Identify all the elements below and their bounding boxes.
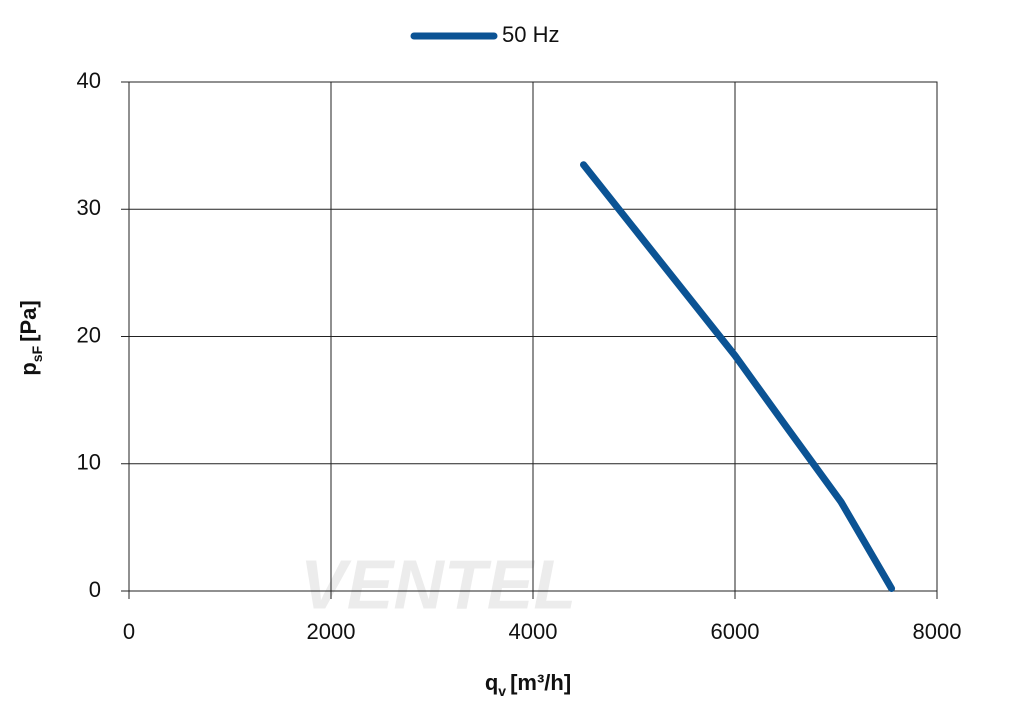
y-tick-label: 10 [77,450,101,475]
x-tick-label: 6000 [711,619,760,644]
x-tick-label: 8000 [913,619,962,644]
y-axis-title-unit: [Pa] [16,300,41,342]
series-line [580,161,896,592]
x-axis-title: qv [m³/h] [485,670,571,699]
y-tick-label: 20 [77,322,101,347]
y-tick-label: 0 [89,577,101,602]
legend-label: 50 Hz [502,22,559,47]
y-axis-title: psF [Pa] [16,300,45,375]
x-tick-label: 0 [123,619,135,644]
x-axis-title-main: q [485,670,498,695]
y-axis-title-sub: sF [29,345,45,362]
watermark: VENTEL [300,545,576,623]
x-tick-label: 4000 [509,619,558,644]
y-axis-title-main: p [16,362,41,375]
x-axis-title-unit: [m³/h] [510,670,571,695]
y-tick-label: 30 [77,195,101,220]
x-tick-label: 2000 [307,619,356,644]
x-axis-title-sub: v [498,683,506,699]
y-tick-label: 40 [77,68,101,93]
plot-frame [128,81,938,592]
